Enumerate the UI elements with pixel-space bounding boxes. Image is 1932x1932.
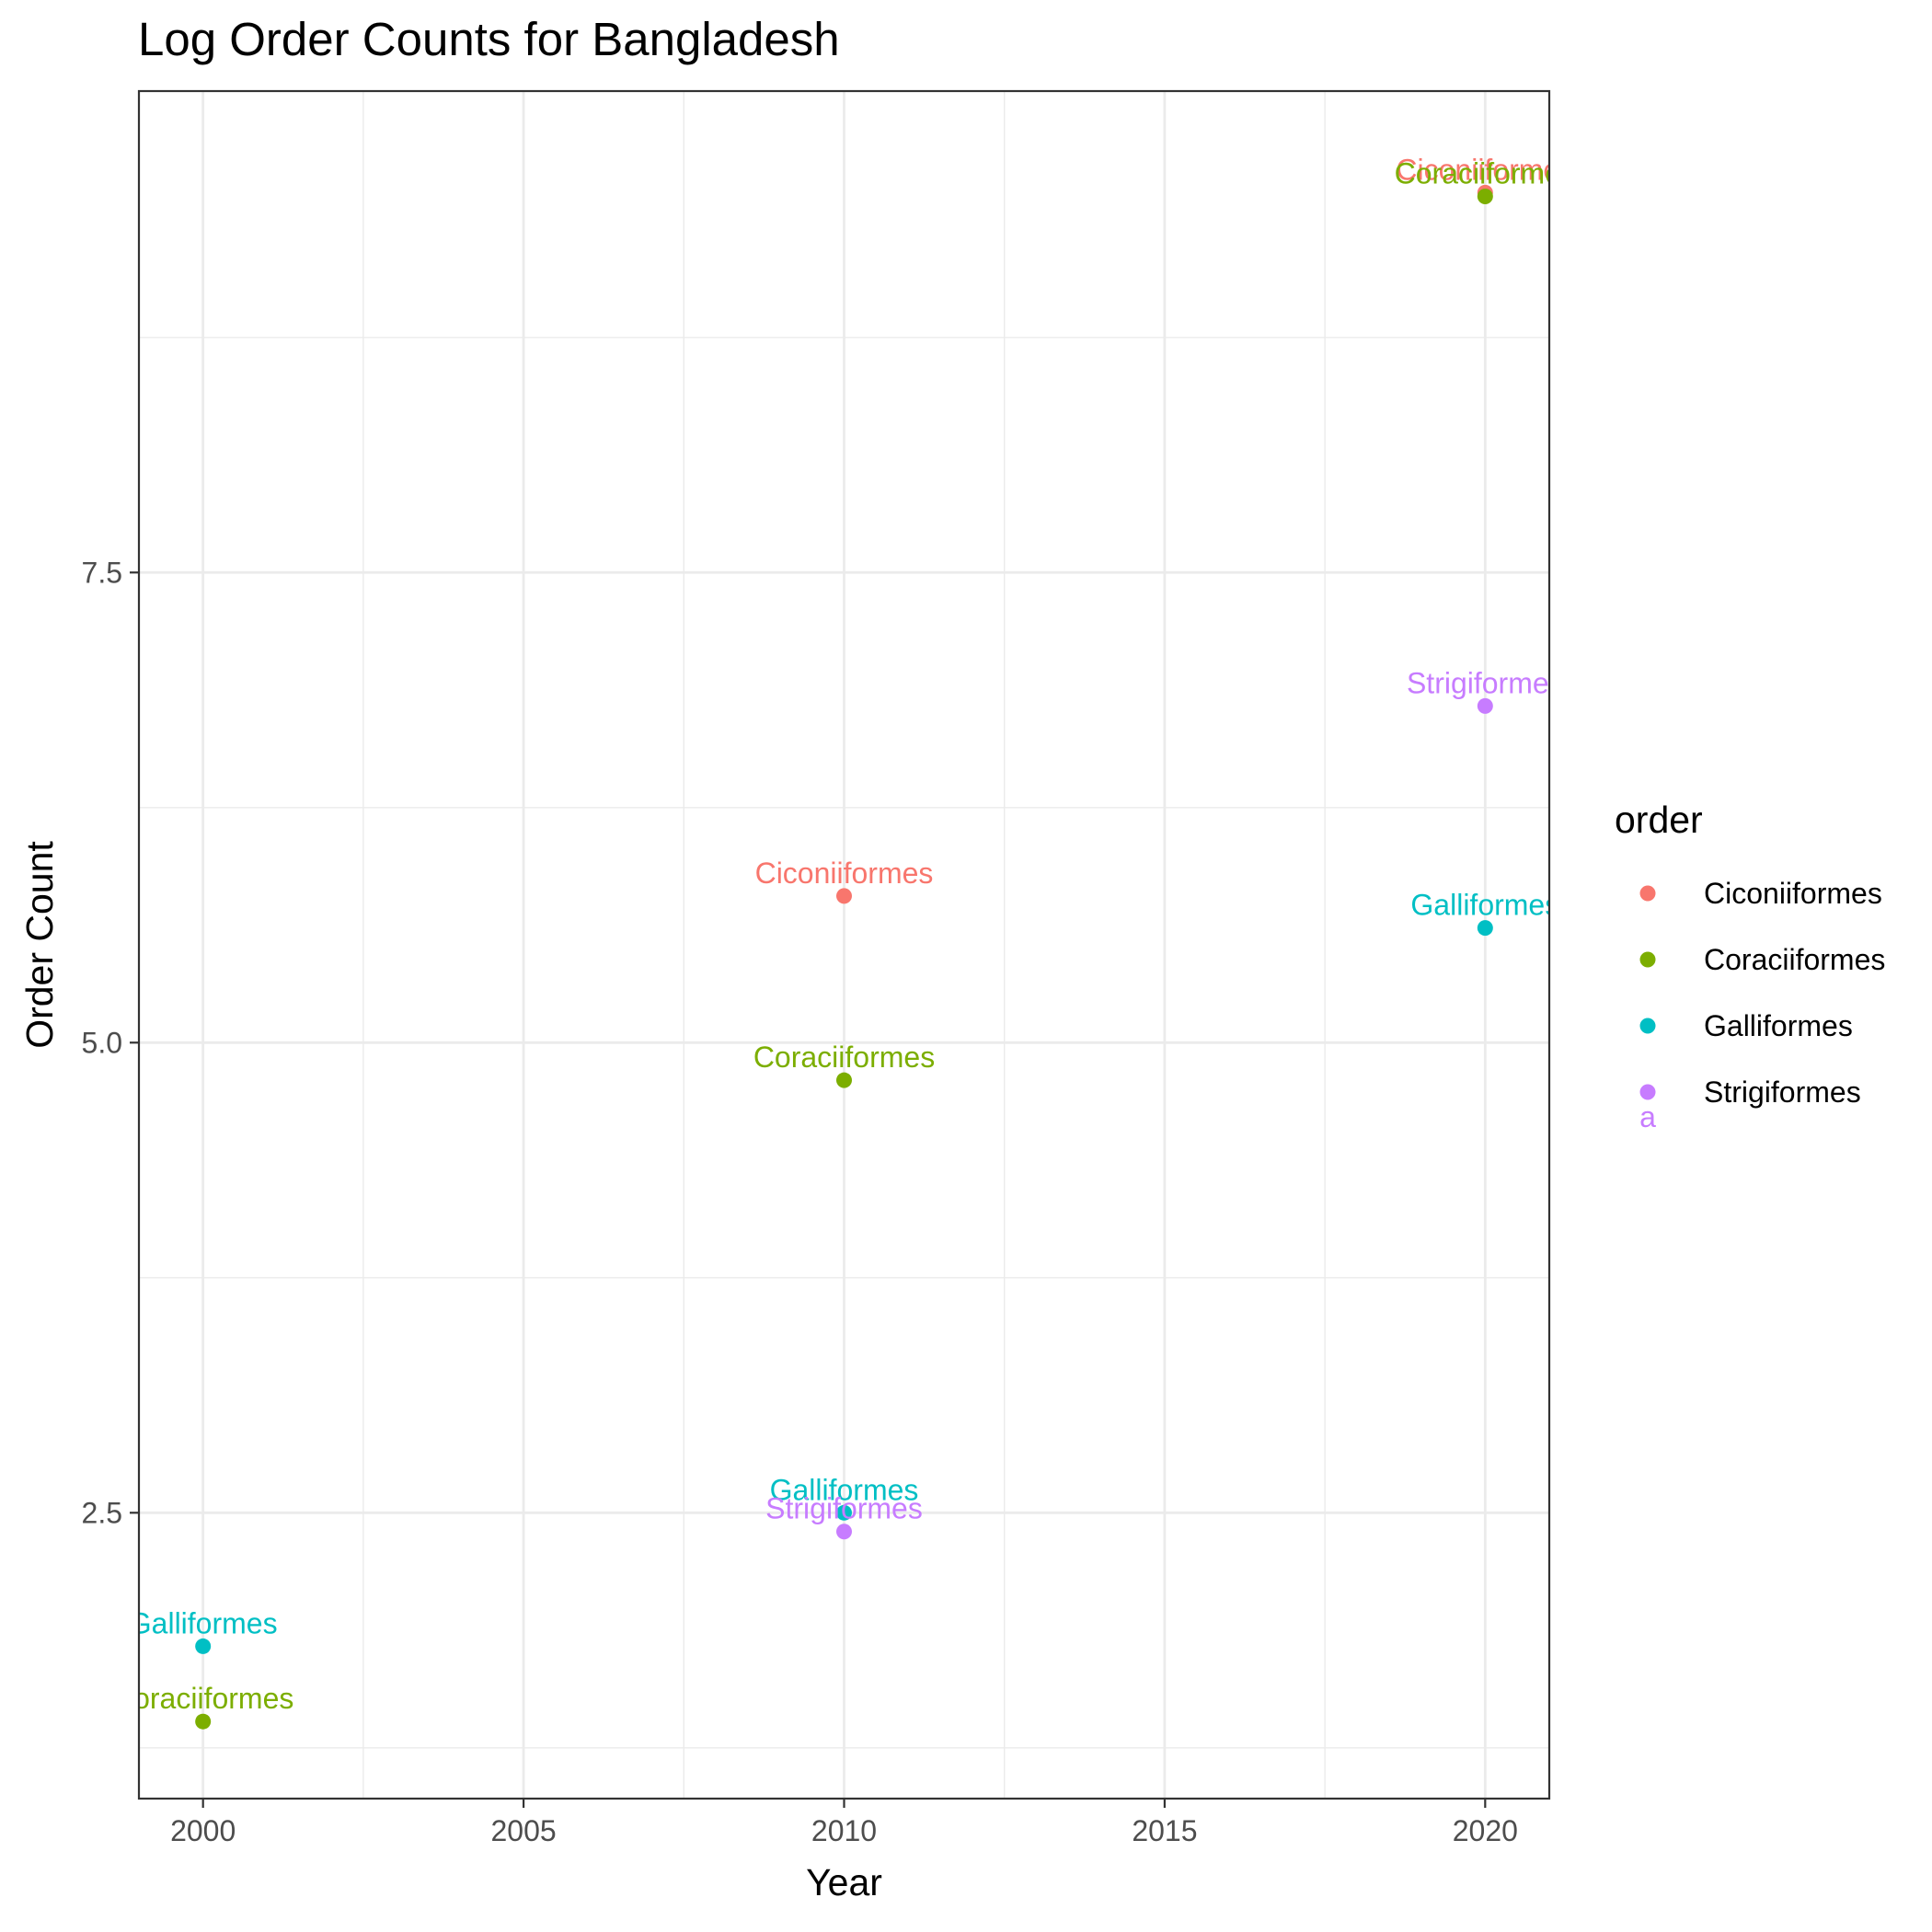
- legend-label: Ciconiiformes: [1704, 877, 1882, 910]
- data-point: [195, 1638, 212, 1654]
- data-label: Galliformes: [770, 1473, 919, 1506]
- data-label: Ciconiiformes: [1396, 153, 1574, 186]
- data-point: [836, 888, 852, 904]
- data-label: Coraciiformes: [1395, 156, 1576, 190]
- legend-key-text: a: [1639, 1034, 1656, 1067]
- legend-key-point: [1639, 1084, 1656, 1100]
- y-tick-label: 2.5: [82, 1496, 122, 1529]
- x-tick-label: 2010: [811, 1814, 877, 1847]
- legend-key-text: a: [1639, 1100, 1656, 1133]
- data-label: Coraciiformes: [112, 1682, 293, 1715]
- legend-key-point: [1639, 1018, 1656, 1034]
- data-label: Strigiformes: [1407, 666, 1564, 699]
- data-label: Ciconiiformes: [755, 857, 934, 890]
- y-axis: 2.5 5.0 7.5: [82, 556, 139, 1529]
- legend-key-point: [1639, 885, 1656, 902]
- legend-key-text: a: [1639, 902, 1656, 935]
- data-label: Coraciiformes: [753, 1041, 935, 1074]
- data-labels: CiconiiformesCiconiiformesCoraciiformesC…: [112, 153, 1576, 1715]
- data-point: [195, 1713, 212, 1730]
- data-points: [195, 184, 1493, 1730]
- x-tick-label: 2020: [1453, 1814, 1518, 1847]
- legend: order a Ciconiiformes a Coraciiformes a Galli…: [1615, 799, 1885, 1133]
- x-tick-label: 2000: [170, 1814, 236, 1847]
- x-axis-title: Year: [806, 1861, 882, 1903]
- data-point: [836, 1524, 852, 1540]
- legend-key-point: [1639, 951, 1656, 968]
- y-tick-label: 5.0: [82, 1026, 122, 1059]
- x-tick-label: 2015: [1132, 1814, 1197, 1847]
- data-point: [1477, 697, 1493, 714]
- y-axis-title: Order Count: [18, 841, 61, 1049]
- data-label: Strigiformes: [765, 1492, 923, 1525]
- x-axis: 2000 2005 2010 2015 2020: [170, 1799, 1518, 1847]
- data-point: [836, 1072, 852, 1088]
- data-point: [1477, 920, 1493, 937]
- data-point: [836, 1504, 852, 1521]
- y-tick-label: 7.5: [82, 556, 122, 589]
- x-tick-label: 2005: [490, 1814, 556, 1847]
- data-point: [1477, 188, 1493, 204]
- legend-label: Galliformes: [1704, 1009, 1853, 1042]
- legend-label: Coraciiformes: [1704, 943, 1885, 976]
- data-label: Galliformes: [1410, 889, 1559, 922]
- legend-key-text: a: [1639, 968, 1656, 1001]
- data-label: Galliformes: [129, 1606, 278, 1639]
- legend-label: Strigiformes: [1704, 1075, 1861, 1109]
- chart-title: Log Order Counts for Bangladesh: [138, 13, 840, 65]
- legend-title: order: [1615, 799, 1703, 841]
